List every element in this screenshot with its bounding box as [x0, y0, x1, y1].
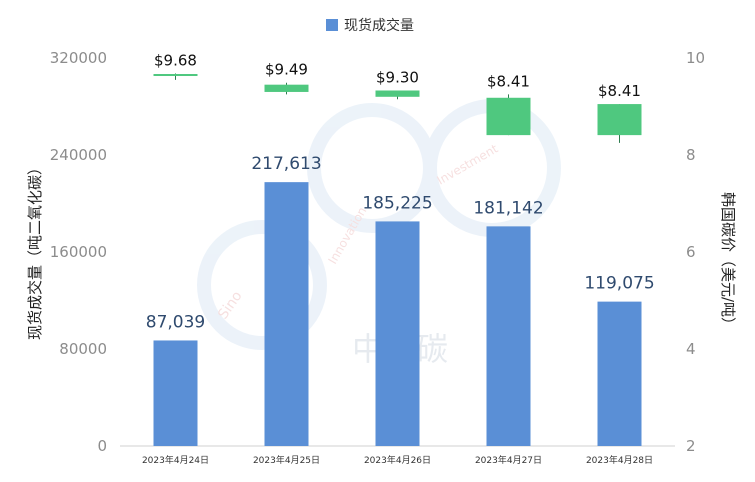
legend-label-spot-volume: 现货成交量 — [344, 17, 414, 34]
right-tick-label: 4 — [686, 340, 696, 358]
price-data-label: $8.41 — [487, 72, 530, 90]
watermark-ring-2 — [307, 103, 437, 233]
price-candle — [486, 97, 531, 136]
price-candle — [153, 74, 198, 77]
x-tick-label: 2023年4月24日 — [142, 454, 209, 466]
price-data-label: $9.30 — [376, 68, 419, 86]
right-tick-label: 10 — [686, 49, 705, 67]
volume-bar — [486, 226, 531, 446]
volume-data-label: 87,039 — [146, 312, 205, 332]
right-axis-ticks: 2 4 6 8 10 — [686, 49, 705, 455]
left-tick-label: 160000 — [50, 243, 107, 261]
legend: 现货成交量 — [326, 17, 414, 34]
volume-bar — [264, 182, 309, 447]
x-tick-label: 2023年4月26日 — [364, 454, 431, 466]
legend-swatch-spot-volume — [326, 19, 338, 31]
x-tick-label: 2023年4月27日 — [475, 454, 542, 466]
right-tick-label: 2 — [686, 437, 696, 455]
price-data-label: $9.49 — [265, 61, 308, 79]
left-tick-label: 240000 — [50, 146, 107, 164]
watermark-text-investment: Investment — [435, 141, 501, 187]
volume-data-label: 181,142 — [473, 198, 543, 218]
x-tick-label: 2023年4月28日 — [586, 454, 653, 466]
volume-data-label: 185,225 — [362, 193, 432, 213]
x-axis-ticks: 2023年4月24日 2023年4月25日 2023年4月26日 2023年4月27日… — [142, 454, 653, 466]
volume-data-label: 217,613 — [251, 154, 321, 174]
volume-bar — [153, 340, 198, 446]
right-tick-label: 6 — [686, 243, 696, 261]
x-tick-label: 2023年4月25日 — [253, 454, 320, 466]
right-axis-title: 韩国碳价（美元/吨） — [719, 192, 737, 332]
volume-bar — [375, 221, 420, 446]
left-tick-label: 80000 — [59, 340, 107, 358]
price-data-label: $9.68 — [154, 52, 197, 70]
price-candle — [264, 84, 309, 92]
left-axis-ticks: 0 80000 160000 240000 320000 — [50, 49, 107, 455]
bar-series: 87,039 217,613 185,225 181,142 119,075 — [146, 154, 655, 447]
right-tick-label: 8 — [686, 146, 696, 164]
volume-bar — [597, 301, 642, 446]
watermark-ring-1 — [197, 220, 327, 350]
price-candle — [597, 104, 642, 136]
volume-data-label: 119,075 — [584, 274, 654, 294]
left-tick-label: 320000 — [50, 49, 107, 67]
watermark-text-sino: Sino — [215, 288, 245, 322]
left-axis-title: 现货成交量（吨二氧化碳） — [26, 160, 44, 340]
price-data-label: $8.41 — [598, 82, 641, 100]
candlestick-series: $9.68 $9.49 $9.30 $8.41 $8.41 — [153, 52, 642, 143]
left-tick-label: 0 — [97, 437, 107, 455]
price-candle — [375, 90, 420, 97]
